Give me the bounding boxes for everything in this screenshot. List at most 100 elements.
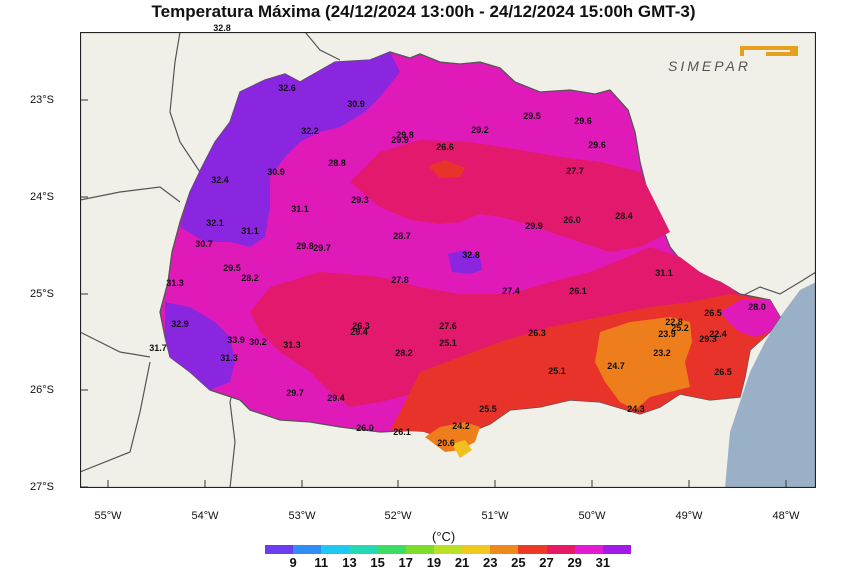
station-value: 31.3	[166, 278, 184, 288]
colorbar-segment	[462, 545, 491, 554]
hot-region-west	[180, 52, 400, 247]
simepar-logo-text: SIMEPAR	[668, 58, 751, 74]
colorbar	[265, 545, 632, 554]
colorbar-segment	[574, 545, 603, 554]
map-title: Temperatura Máxima (24/12/2024 13:00h - …	[151, 2, 696, 21]
colorbar-segment	[546, 545, 575, 554]
station-value: 28.7	[393, 231, 411, 241]
colorbar-segment	[265, 545, 294, 554]
station-value: 22.8	[665, 317, 683, 327]
colorbar-label: 15	[370, 555, 385, 570]
colorbar-segment	[490, 545, 519, 554]
lon-label-53w: 53°W	[288, 510, 316, 522]
yellow-spot	[452, 440, 472, 458]
station-value: 29.7	[313, 243, 331, 253]
colorbar-segment	[293, 545, 322, 554]
station-value: 28.2	[241, 273, 259, 283]
station-value: 25.1	[439, 338, 457, 348]
station-value: 31.1	[241, 226, 259, 236]
lat-label-24s: 24°S	[30, 191, 54, 203]
station-value: 24.3	[627, 404, 645, 414]
temperature-map	[80, 32, 816, 488]
station-value: 27.8	[391, 275, 409, 285]
colorbar-segment	[405, 545, 434, 554]
colorbar-label: 31	[595, 555, 611, 570]
country-borders	[80, 32, 816, 488]
station-value: 28.2	[395, 348, 413, 358]
lon-label-55w: 55°W	[94, 510, 122, 522]
station-value: 26.1	[393, 427, 411, 437]
station-value: 31.1	[655, 268, 673, 278]
coastal-region	[720, 300, 780, 337]
station-value: 29.8	[396, 130, 414, 140]
station-value: 29.5	[523, 111, 541, 121]
colorbar-label: 9	[289, 555, 297, 570]
lon-label-54w: 54°W	[191, 510, 219, 522]
station-value: 33.9	[227, 335, 245, 345]
colorbar-label: 21	[454, 555, 470, 570]
station-value: 22.4	[709, 329, 727, 339]
simepar-logo-mark	[740, 46, 798, 56]
station-value: 28.0	[748, 302, 766, 312]
lat-label-27s: 27°S	[30, 481, 54, 493]
station-value: 27.6	[439, 321, 457, 331]
orange-region-east	[595, 317, 692, 410]
simepar-logo: SIMEPAR	[668, 44, 802, 74]
station-value: 30.2	[249, 337, 267, 347]
station-value: 32.1	[206, 218, 224, 228]
hot-region-southwest	[165, 302, 235, 390]
station-value: 32.8	[462, 250, 480, 260]
station-value: 20.6	[437, 438, 455, 448]
station-value: 30.9	[267, 167, 285, 177]
station-value: 29.4	[327, 393, 345, 403]
colorbar-segment	[602, 545, 632, 554]
colorbar-label: 27	[539, 555, 554, 570]
station-value: 26.1	[569, 286, 587, 296]
lon-label-49w: 49°W	[675, 510, 703, 522]
colorbar-segment	[433, 545, 463, 554]
station-value: 29.6	[588, 140, 606, 150]
colorbar-label: 29	[567, 555, 582, 570]
colorbar-segment	[321, 545, 350, 554]
station-value: 26.6	[436, 142, 454, 152]
station-value: 32.8	[213, 23, 231, 33]
lon-label-52w: 52°W	[384, 510, 412, 522]
hot-spot-center	[448, 250, 482, 274]
station-value: 32.9	[171, 319, 189, 329]
colorbar-label: 13	[342, 555, 357, 570]
colorbar-unit: (°C)	[432, 529, 456, 544]
station-value: 29.9	[391, 135, 409, 145]
station-value: 26.5	[704, 308, 722, 318]
station-value: 29.5	[223, 263, 241, 273]
station-value: 30.9	[347, 99, 365, 109]
station-value: 29.6	[574, 116, 592, 126]
station-value: 31.1	[291, 204, 309, 214]
station-value: 23.9	[658, 329, 676, 339]
lat-label-26s: 26°S	[30, 384, 54, 396]
lat-label-25s: 25°S	[30, 288, 54, 300]
colorbar-label: 17	[398, 555, 413, 570]
station-value: 32.2	[301, 126, 319, 136]
colorbar-segment	[349, 545, 378, 554]
station-value: 29.2	[471, 125, 489, 135]
lon-label-48w: 48°W	[772, 510, 800, 522]
station-value: 29.3	[351, 195, 369, 205]
station-value: 31.3	[220, 353, 238, 363]
station-value: 24.7	[607, 361, 625, 371]
warm-region-south	[250, 247, 745, 407]
station-value: 28.8	[328, 158, 346, 168]
lat-label-23s: 23°S	[30, 94, 54, 106]
colorbar-label: 11	[314, 555, 329, 570]
station-value: 27.7	[566, 166, 584, 176]
ocean	[725, 282, 816, 488]
station-value: 25.5	[479, 404, 497, 414]
station-value: 29.8	[296, 241, 314, 251]
hot-core	[428, 160, 465, 178]
colorbar-label: 25	[511, 555, 526, 570]
station-value: 26.0	[356, 423, 374, 433]
station-value: 24.2	[452, 421, 470, 431]
station-value: 27.4	[502, 286, 520, 296]
lon-label-50w: 50°W	[578, 510, 606, 522]
lon-label-51w: 51°W	[481, 510, 509, 522]
station-value: 31.3	[283, 340, 301, 350]
